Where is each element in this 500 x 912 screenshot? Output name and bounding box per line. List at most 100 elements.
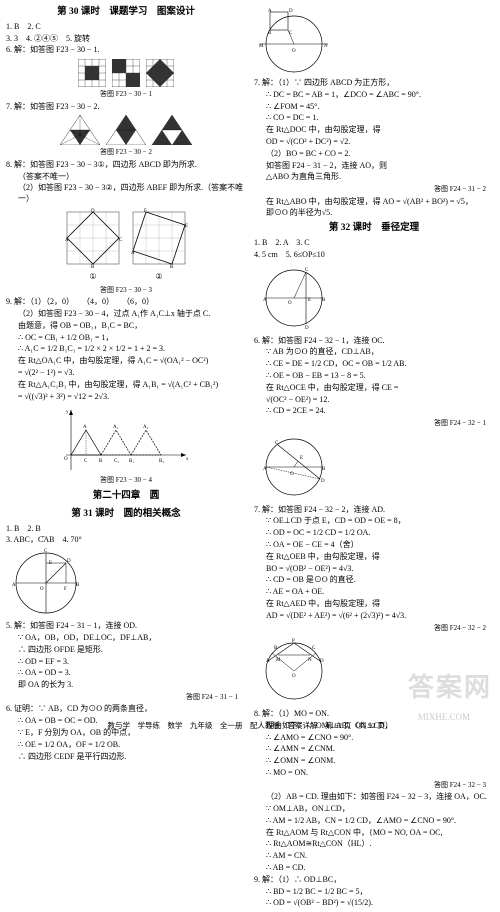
rq4-5: 4. 5 cm 5. 6≤OP≤10 — [254, 250, 494, 261]
r7xb: ∵ OE⊥CD 于点 E，CD = OD = OE = 8， — [254, 516, 494, 527]
q5bf: 即 OA 的长为 3. — [6, 680, 246, 691]
svg-text:E: E — [185, 224, 188, 229]
q9d: ∴ OC = CB₁ + 1/2 OB₁ = 1， — [6, 333, 246, 344]
svg-text:F: F — [144, 209, 147, 214]
r9: 9. 解：（1）∴ OD⊥BC， — [254, 875, 494, 886]
r7xh: ∴ AE = OA + OE. — [254, 587, 494, 598]
q9: 9. 解：（1）（2，0） （4，0） （6，0） — [6, 297, 246, 308]
sq-labels: ① ② — [6, 272, 246, 283]
r8c: ∴ ∠AMO = ∠CNO = 90°. — [254, 733, 494, 744]
svg-text:x: x — [186, 457, 189, 462]
fig-grids — [6, 59, 246, 87]
svg-text:A: A — [268, 9, 272, 14]
tri-1 — [60, 115, 100, 145]
r8d: ∴ ∠AMN = ∠CNM. — [254, 744, 494, 755]
r7e: 在 Rt△DOC 中，由勾股定理，得 — [254, 125, 494, 136]
q5bb: ∵ OA，OB，OD，DE⊥OC，DF⊥AB， — [6, 633, 246, 644]
svg-text:A₂: A₂ — [143, 425, 149, 430]
svg-text:D: D — [320, 659, 324, 664]
page-footer: 教与学 学导练 数学 九年级 全一册 配人教版 答案详解 第 62 页（共 92… — [0, 721, 500, 731]
svg-text:D: D — [91, 209, 95, 214]
svg-text:A₁: A₁ — [113, 425, 119, 430]
svg-text:B: B — [322, 298, 326, 303]
svg-text:O: O — [290, 472, 294, 477]
r9c: ∴ OD = √(OB² − BD²) = √(15/2). — [254, 898, 494, 909]
svg-text:B₂: B₂ — [159, 459, 164, 464]
r7g: （2）BO = BC + CO = 2. — [254, 149, 494, 160]
q8c: （2）如答图 F23 − 30 − 3②，四边形 ABEF 即为所求.（答案不唯… — [6, 183, 246, 205]
svg-text:A: A — [131, 251, 135, 256]
svg-text:N: N — [308, 658, 312, 663]
svg-text:B: B — [170, 265, 174, 268]
r6: 6. 解：如答图 F24 − 32 − 1，连接 OC. — [254, 336, 494, 347]
svg-text:C: C — [84, 459, 88, 464]
svg-text:E: E — [308, 298, 311, 303]
sq-1: ABCD — [63, 208, 123, 268]
svg-text:C₁: C₁ — [114, 459, 119, 464]
grid-3 — [146, 59, 174, 87]
r7f: OD = √(CO² + DC²) = √2. — [254, 137, 494, 148]
r7xf: BO = √(OB² − OE²) = 4√3. — [254, 564, 494, 575]
svg-text:y: y — [66, 410, 69, 415]
svg-text:M: M — [259, 44, 264, 49]
cap-f24-31-1: 答图 F24 − 31 − 1 — [6, 693, 246, 702]
tri-2 — [106, 115, 146, 145]
q5bd: ∴ OD = EF = 3. — [6, 657, 246, 668]
sq-2: A B E F — [129, 208, 189, 268]
svg-text:A: A — [266, 659, 270, 664]
q9e: ∴ A₁C = 1/2 B₁C₁ = 1/2 × 2 × 1/2 = 1 + 2… — [6, 344, 246, 355]
svg-text:A: A — [12, 583, 16, 588]
r7xi: 在 Rt△AED 中，由勾股定理，得 — [254, 599, 494, 610]
circle-32-1: AB CD EO — [258, 262, 330, 334]
r7: 7. 解：（1）∵ 四边形 ABCD 为正方形， — [254, 78, 494, 89]
cap-f24-31-2: 答图 F24 − 31 − 2 — [254, 185, 494, 194]
svg-text:P: P — [292, 639, 295, 644]
q5bc: ∴ 四边形 OFDE 是矩形. — [6, 645, 246, 656]
svg-text:O: O — [292, 674, 296, 679]
q7: 7. 解：如答图 F23 − 30 − 2. — [6, 102, 246, 113]
svg-text:B: B — [99, 459, 103, 464]
circle-31-1: AB CD FE O — [10, 547, 82, 619]
r8e: ∴ ∠OMN = ∠ONM. — [254, 756, 494, 767]
r8i: ∴ AM = 1/2 AB，CN = 1/2 CD，∠AMO = ∠CNO = … — [254, 816, 494, 827]
cap-f23-30-3: 答图 F23 − 30 − 3 — [6, 286, 246, 295]
cap-f23-30-4: 答图 F23 − 30 − 4 — [6, 476, 246, 485]
svg-text:O: O — [64, 457, 68, 462]
q1-2: 1. B 2. C — [6, 22, 246, 33]
svg-text:D: D — [67, 559, 71, 564]
q9f: 在 Rt△OA₁C 中，由勾股定理，得 A₁C = √(OA₁² − OC²) — [6, 356, 246, 367]
fig-triangles — [6, 115, 246, 145]
q9g: = √(2² − 1²) = √3. — [6, 368, 246, 379]
cap-f23-30-2: 答图 F23 − 30 − 2 — [6, 148, 246, 157]
r7j: 在 Rt△ABO 中，由勾股定理，得 AO = √(AB² + BO²) = √… — [254, 197, 494, 208]
q6bd: ∴ OE = 1/2 OA，OF = 1/2 OB. — [6, 740, 246, 751]
svg-text:C: C — [119, 238, 123, 243]
r6e: 在 Rt△OCE 中，由勾股定理，得 CE = — [254, 383, 494, 394]
svg-text:O: O — [292, 49, 296, 54]
lbl-1: ① — [63, 272, 123, 283]
left-column: 第 30 课时 课题学习 图案设计 1. B 2. C 3. 3 4. ②④⑤ … — [6, 4, 246, 910]
q9h: 在 Rt△A₁C₁B₁ 中，由勾股定理，得 A₁B₁ = √(A₁C² + CB… — [6, 380, 246, 391]
r7c: ∴ ∠FOM = 45°. — [254, 102, 494, 113]
r7k: 即⊙O 的半径为√5. — [254, 208, 494, 219]
grid-2 — [112, 59, 140, 87]
svg-text:A: A — [263, 298, 267, 303]
q5b: 5. 解：如答图 F24 − 31 − 1，连接 OD. — [6, 621, 246, 632]
svg-text:D: D — [289, 9, 293, 14]
r8g: （2）AB = CD. 理由如下：如答图 F24 − 32 − 3，连接 OA，… — [254, 792, 494, 803]
r7xc: ∴ OD = OC = 1/2 CD = 1/2 OA. — [254, 528, 494, 539]
q8b: （答案不唯一） — [6, 172, 246, 183]
tri-3 — [152, 115, 192, 145]
circle-32-3: AD PMN BC O — [258, 635, 330, 707]
circle-32-2: AB CD EO — [258, 431, 330, 503]
lesson-30-header: 第 30 课时 课题学习 图案设计 — [6, 6, 246, 19]
svg-text:C: C — [312, 646, 316, 651]
svg-text:D: D — [321, 479, 325, 484]
r7h: 如答图 F24 − 31 − 2，连接 AO，则 — [254, 161, 494, 172]
svg-text:B: B — [268, 31, 272, 36]
svg-text:E: E — [49, 561, 52, 566]
ch24-header: 第二十四章 圆 — [6, 490, 246, 503]
grid-1 — [78, 59, 106, 87]
r8j: 在 Rt△AOM 与 Rt△CON 中，{MO = NO, OA = OC, — [254, 828, 494, 839]
r6d: ∴ OE = OB − EB = 13 − 8 = 5. — [254, 371, 494, 382]
